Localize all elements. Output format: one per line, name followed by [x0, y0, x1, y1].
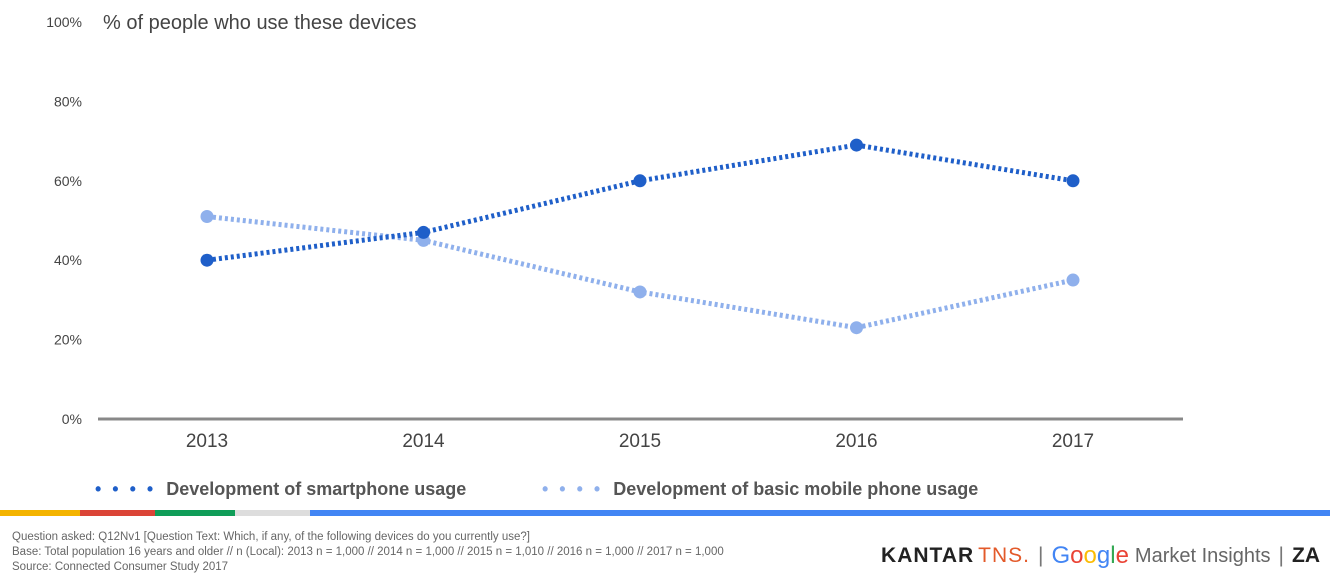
footnotes: Question asked: Q12Nv1 [Question Text: W…	[12, 530, 724, 575]
data-point	[633, 174, 647, 188]
data-point	[850, 138, 863, 152]
data-point	[200, 210, 214, 224]
x-tick-label: 2017	[1052, 431, 1094, 452]
legend-smartphone: • • • • Development of smartphone usage	[95, 476, 466, 502]
footnote-question: Question asked: Q12Nv1 [Question Text: W…	[12, 531, 530, 543]
stripe-green	[155, 510, 235, 516]
line-chart: 0% 20% 40% 60% 80% 100% % of people who use t…	[46, 12, 1183, 452]
brand-logos: KANTAR TNS. | Google Market Insights | Z…	[881, 540, 1320, 572]
legend-basic-phone-label: Development of basic mobile phone usage	[613, 478, 979, 499]
y-tick-label: 80%	[54, 93, 82, 109]
x-axis-ticks: 2013 2014 2015 2016 2017	[186, 431, 1094, 452]
market-insights-label: Market Insights	[1134, 544, 1271, 567]
kantar-logo: KANTAR	[881, 544, 975, 567]
data-point	[633, 285, 647, 299]
legend-basic-phone: • • • • Development of basic mobile phon…	[542, 476, 978, 502]
brand-color-stripe	[0, 510, 1330, 516]
footnote-base: Base: Total population 16 years and olde…	[12, 546, 724, 558]
series-line	[206, 214, 1074, 331]
y-axis-ticks: 0% 20% 40% 60% 80% 100%	[46, 14, 82, 427]
data-point	[417, 225, 430, 239]
stripe-red	[80, 510, 155, 516]
legend-basic-phone-swatch: • • • •	[542, 478, 604, 499]
tns-logo: TNS.	[978, 544, 1030, 567]
country-code: ZA	[1292, 544, 1320, 567]
stripe-gray	[235, 510, 310, 516]
stripe-blue	[310, 510, 1330, 516]
y-tick-label: 40%	[54, 252, 82, 268]
data-point	[850, 321, 863, 335]
data-point	[1066, 273, 1080, 287]
google-letter: G	[1051, 542, 1071, 569]
google-letter: o	[1070, 542, 1084, 569]
series-line	[206, 142, 1074, 263]
google-letter: l	[1110, 542, 1116, 569]
series-smartphone	[200, 138, 1080, 267]
y-tick-label: 60%	[54, 173, 82, 189]
footnote-source: Source: Connected Consumer Study 2017	[12, 561, 229, 573]
y-tick-label: 0%	[62, 411, 82, 427]
brand-separator: |	[1038, 544, 1044, 567]
x-tick-label: 2015	[619, 431, 661, 452]
data-point	[1066, 174, 1080, 188]
stripe-yellow	[0, 510, 80, 516]
google-letter: g	[1096, 542, 1111, 569]
legend-smartphone-swatch: • • • •	[95, 478, 157, 499]
chart-title: % of people who use these devices	[103, 12, 417, 34]
google-logo: Google	[1051, 542, 1128, 570]
google-letter: e	[1115, 542, 1129, 569]
google-letter: o	[1083, 542, 1097, 569]
y-tick-label: 100%	[46, 14, 82, 30]
brand-separator: |	[1278, 544, 1284, 567]
series-basic-phone	[200, 210, 1080, 335]
x-tick-label: 2013	[186, 431, 228, 452]
data-point	[200, 253, 214, 267]
x-tick-label: 2016	[835, 431, 877, 452]
legend-smartphone-label: Development of smartphone usage	[166, 478, 467, 499]
series-layer	[200, 138, 1080, 335]
y-tick-label: 20%	[54, 332, 82, 348]
x-tick-label: 2014	[402, 431, 445, 452]
